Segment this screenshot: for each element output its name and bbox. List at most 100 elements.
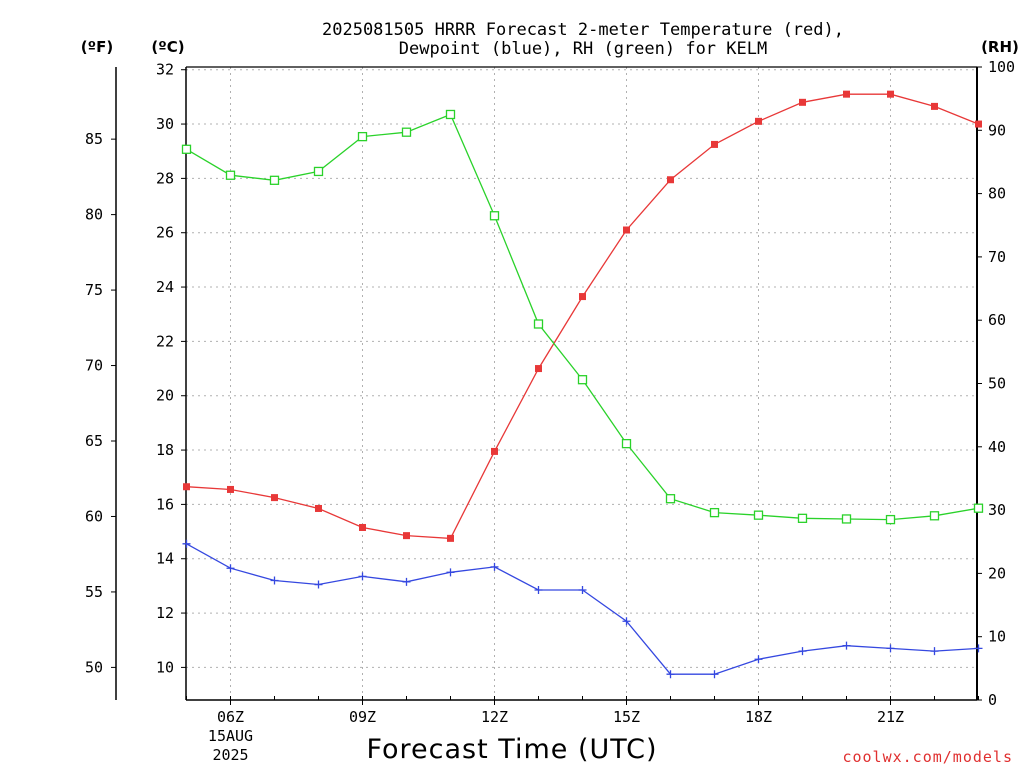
rh-point: [489, 211, 500, 221]
dewpoint-point: [798, 647, 807, 656]
rh-tick-label: 60: [988, 311, 1006, 329]
rh-unit-label: (RH): [981, 38, 1019, 56]
celsius-tick-label: 20: [156, 387, 174, 405]
rh-tick-label: 50: [988, 375, 1006, 393]
temperature-point: [667, 176, 674, 184]
x-axis-title: Forecast Time (UTC): [366, 734, 657, 765]
rh-point: [621, 438, 632, 449]
temperature-point: [227, 485, 234, 493]
x-tick-label: 12Z: [481, 708, 508, 726]
dewpoint-point: [270, 576, 279, 585]
rh-point: [973, 503, 984, 513]
rh-point: [929, 511, 940, 521]
fahrenheit-unit-label: (ºF): [81, 38, 113, 56]
temperature-point: [359, 523, 366, 531]
rh-point: [753, 510, 764, 520]
rh-point: [401, 127, 412, 137]
rh-point: [313, 166, 324, 177]
temperature-point: [711, 140, 718, 148]
temperature-point: [623, 226, 630, 234]
celsius-tick-label: 28: [156, 169, 174, 187]
celsius-tick-label: 14: [156, 550, 174, 568]
fahrenheit-tick-label: 65: [85, 432, 103, 450]
dewpoint-point: [754, 655, 763, 664]
temperature-line: [186, 93, 979, 540]
celsius-unit-label: (ºC): [151, 38, 184, 56]
source-credit: coolwx.com/models: [842, 748, 1013, 766]
rh-point: [445, 109, 456, 120]
celsius-tick-label: 12: [156, 604, 174, 622]
dewpoint-point: [182, 539, 191, 548]
dewpoint-point: [842, 641, 851, 650]
celsius-tick-label: 16: [156, 495, 174, 513]
x-tick-label: 06Z: [217, 708, 244, 726]
temperature-point: [975, 120, 982, 128]
rh-tick-label: 80: [988, 185, 1006, 203]
rh-point: [225, 170, 236, 180]
rh-point: [533, 319, 544, 329]
fahrenheit-tick-label: 70: [85, 357, 103, 375]
dewpoint-point: [358, 572, 367, 581]
dewpoint-point: [578, 585, 587, 594]
data-series: [181, 90, 984, 679]
fahrenheit-tick-label: 75: [85, 281, 103, 299]
temperature-point: [403, 532, 410, 540]
dewpoint-point: [226, 564, 235, 573]
temperature-point: [315, 504, 322, 512]
dewpoint-point: [490, 562, 499, 571]
temperature-point: [579, 293, 586, 301]
dewpoint-point: [402, 577, 411, 586]
chart-title-line2: Dewpoint (blue), RH (green) for KELM: [399, 39, 767, 59]
dewpoint-point: [710, 670, 719, 679]
rh-tick-label: 40: [988, 438, 1006, 456]
fahrenheit-tick-label: 80: [85, 206, 103, 224]
rh-point: [709, 507, 720, 518]
dewpoint-point: [666, 670, 675, 679]
dewpoint-point: [974, 644, 983, 653]
temperature-point: [447, 534, 454, 542]
celsius-tick-label: 26: [156, 224, 174, 242]
x-tick-date-label: 2025: [212, 746, 248, 764]
fahrenheit-tick-label: 50: [85, 658, 103, 676]
rh-tick-label: 0: [988, 691, 997, 709]
temperature-point: [887, 90, 894, 98]
temperature-point: [183, 483, 190, 491]
fahrenheit-tick-label: 85: [85, 130, 103, 148]
dewpoint-point: [622, 617, 631, 626]
temperature-point: [755, 117, 762, 125]
dewpoint-point: [930, 647, 939, 656]
rh-tick-label: 90: [988, 121, 1006, 139]
rh-point: [665, 494, 676, 504]
rh-point: [269, 175, 280, 185]
temperature-point: [931, 102, 938, 110]
chart-title-line1: 2025081505 HRRR Forecast 2-meter Tempera…: [322, 20, 844, 40]
dewpoint-point: [446, 568, 455, 577]
x-tick-label: 15Z: [613, 708, 640, 726]
rh-tick-label: 70: [988, 248, 1006, 266]
temperature-point: [799, 98, 806, 106]
temperature-point: [271, 494, 278, 502]
rh-point: [357, 131, 368, 142]
axes: 50 55 60 65 70 75 80 85 10 12 14 16 18 20 22 24 26 28 30 32…: [85, 58, 1015, 764]
dewpoint-line: [186, 543, 979, 675]
fahrenheit-tick-label: 60: [85, 507, 103, 525]
x-tick-date-label: 15AUG: [208, 727, 253, 745]
rh-tick-label: 100: [988, 58, 1015, 76]
x-tick-label: 18Z: [745, 708, 772, 726]
celsius-tick-label: 24: [156, 278, 174, 296]
celsius-tick-label: 22: [156, 332, 174, 350]
rh-tick-label: 10: [988, 628, 1006, 646]
rh-line: [186, 113, 979, 521]
celsius-tick-label: 30: [156, 115, 174, 133]
celsius-tick-label: 10: [156, 658, 174, 676]
x-tick-label: 21Z: [877, 708, 904, 726]
rh-tick-label: 20: [988, 564, 1006, 582]
temperature-point: [535, 365, 542, 373]
temperature-point: [491, 447, 498, 455]
dewpoint-point: [314, 580, 323, 589]
celsius-tick-label: 18: [156, 441, 174, 459]
rh-point: [885, 514, 896, 525]
dewpoint-point: [886, 644, 895, 653]
dewpoint-point: [534, 585, 543, 594]
